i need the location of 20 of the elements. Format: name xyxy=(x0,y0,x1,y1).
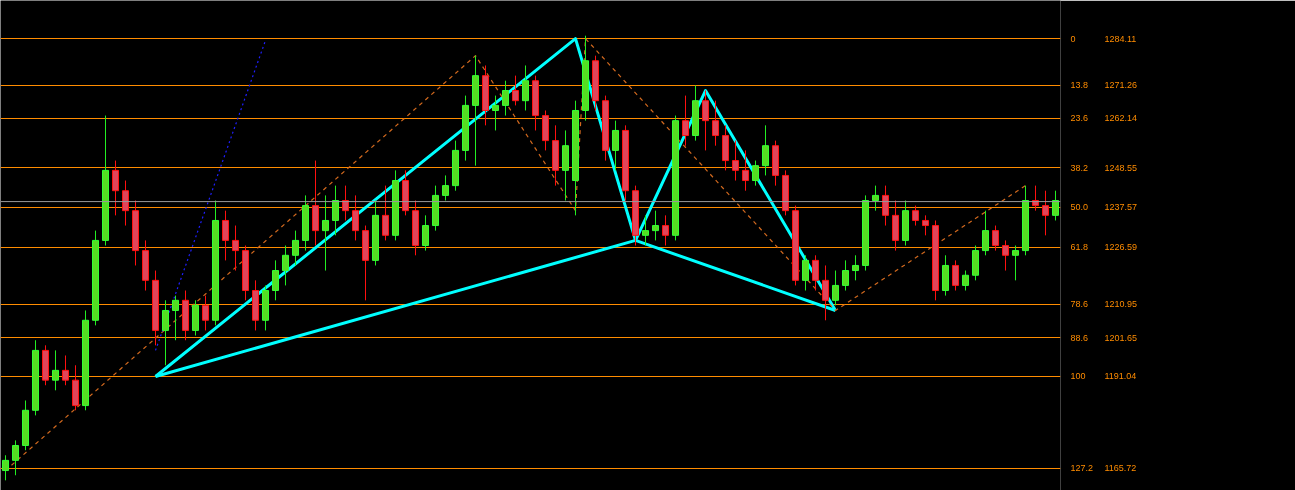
y2-tick-label: 127.2 xyxy=(1070,463,1094,474)
y-tick-label: 1271.26 xyxy=(1104,80,1138,91)
y-tick-label: 1262.14 xyxy=(1104,113,1138,124)
y-tick-label: 1237.57 xyxy=(1104,202,1138,213)
y-tick-label: 1226.59 xyxy=(1104,242,1138,253)
y2-tick-label: 0 xyxy=(1070,33,1076,44)
y2-tick-label: 23.6 xyxy=(1070,113,1089,124)
y2-tick-label: 38.2 xyxy=(1070,162,1089,173)
y-tick-label: 1201.65 xyxy=(1104,332,1138,343)
y2-tick-label: 61.8 xyxy=(1070,242,1089,253)
y2-tick-label: 13.8 xyxy=(1070,80,1089,91)
y2-tick-label: 78.6 xyxy=(1070,299,1089,310)
y2-tick-label: 88.6 xyxy=(1070,332,1089,343)
y2-tick-label: 50.0 xyxy=(1070,202,1089,213)
y-tick-label: 1165.72 xyxy=(1104,463,1137,474)
y-tick-label: 1191.04 xyxy=(1104,371,1137,382)
y-tick-label: 1210.95 xyxy=(1104,299,1138,310)
y2-tick-label: 100 xyxy=(1070,371,1086,382)
y-tick-label: 1248.55 xyxy=(1104,162,1138,173)
y-tick-label: 1284.11 xyxy=(1104,33,1137,44)
